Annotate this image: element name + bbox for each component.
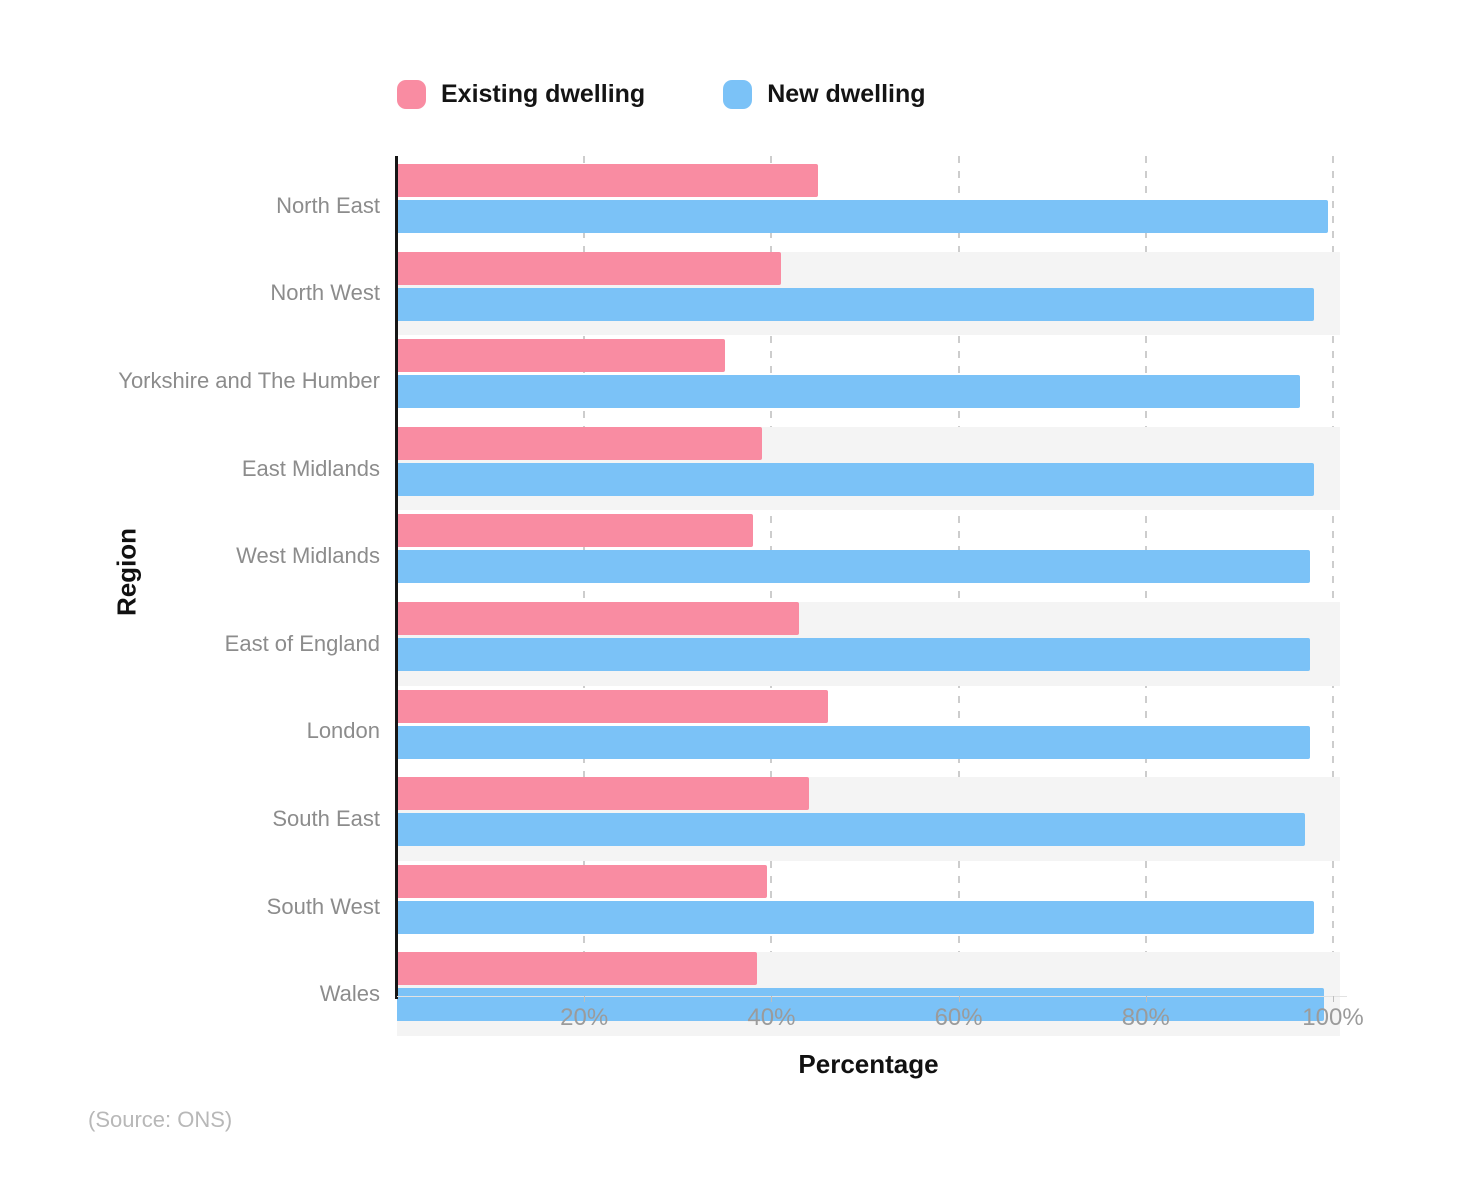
bar-existing-dwelling xyxy=(397,864,767,898)
y-axis-title: Region xyxy=(111,527,142,617)
region-row-north-east: North East xyxy=(276,164,1340,248)
legend-swatch-new-icon xyxy=(723,80,753,109)
x-axis-title: Percentage xyxy=(798,1049,939,1079)
x-tick-label-60: 60% xyxy=(934,1004,983,1031)
gridline-100 xyxy=(1332,156,1334,996)
x-tick-mark-100 xyxy=(1333,996,1334,1002)
region-row-south-west: South West xyxy=(267,864,1340,949)
region-label: East Midlands xyxy=(241,455,380,481)
region-label: Wales xyxy=(319,981,380,1007)
region-label: West Midlands xyxy=(236,543,380,569)
x-axis-line xyxy=(397,996,1347,997)
region-label: North West xyxy=(270,280,380,306)
x-tick-mark-20 xyxy=(584,996,586,1002)
region-row-east-of-england: East of England xyxy=(225,601,1340,686)
region-label: South West xyxy=(266,893,380,919)
bar-existing-dwelling xyxy=(397,164,819,197)
region-label: East of England xyxy=(224,630,380,656)
bar-new-dwelling xyxy=(397,988,1324,1022)
source-note: (Source: ONS) xyxy=(88,1107,233,1132)
region-row-wales: Wales xyxy=(320,952,1340,1036)
y-axis-line xyxy=(395,156,398,999)
bar-existing-dwelling xyxy=(397,514,753,548)
bar-new-dwelling xyxy=(397,550,1310,584)
bar-existing-dwelling xyxy=(397,426,763,460)
region-label: North East xyxy=(276,192,380,218)
region-label: South East xyxy=(272,805,380,831)
bar-new-dwelling xyxy=(397,462,1315,496)
region-row-north-west: North West xyxy=(270,251,1340,336)
bar-existing-dwelling xyxy=(397,339,725,373)
x-tick-label-80: 80% xyxy=(1121,1004,1170,1031)
region-label: London xyxy=(306,718,380,744)
x-tick-mark-60 xyxy=(958,996,960,1002)
legend-label-existing: Existing dwelling xyxy=(441,80,646,108)
region-row-east-midlands: East Midlands xyxy=(242,426,1340,511)
legend-label-new: New dwelling xyxy=(767,80,926,108)
region-row-london: London xyxy=(307,689,1340,774)
x-tick-mark-80 xyxy=(1145,996,1147,1002)
bar-new-dwelling xyxy=(397,637,1310,671)
bar-new-dwelling xyxy=(397,725,1310,759)
bar-existing-dwelling xyxy=(397,601,800,635)
bar-new-dwelling xyxy=(397,900,1315,934)
bar-existing-dwelling xyxy=(397,251,781,285)
legend-swatch-existing-icon xyxy=(397,80,426,109)
bar-new-dwelling xyxy=(397,287,1315,321)
region-label: Yorkshire and The Humber xyxy=(118,367,380,393)
plot-area: North East North West Yorkshire and The Hu… xyxy=(118,156,1340,1036)
legend-item-new-dwelling[interactable]: New dwelling xyxy=(723,80,926,109)
x-tick-label-20: 20% xyxy=(560,1004,609,1031)
bar-new-dwelling xyxy=(397,813,1305,847)
x-tick-label-40: 40% xyxy=(747,1004,796,1031)
bar-existing-dwelling xyxy=(397,952,758,986)
bar-existing-dwelling xyxy=(397,689,828,723)
region-row-south-east: South East xyxy=(272,777,1340,861)
region-row-yorkshire-and-the-humber: Yorkshire and The Humber xyxy=(118,339,1340,423)
legend: Existing dwelling New dwelling xyxy=(397,80,926,109)
x-tick-mark-40 xyxy=(771,996,773,1002)
bar-existing-dwelling xyxy=(397,777,809,811)
region-row-west-midlands: West Midlands xyxy=(236,514,1340,598)
legend-item-existing-dwelling[interactable]: Existing dwelling xyxy=(397,80,645,109)
x-tick-label-100: 100% xyxy=(1302,1004,1364,1031)
bar-new-dwelling xyxy=(397,200,1329,233)
bar-new-dwelling xyxy=(397,375,1301,409)
